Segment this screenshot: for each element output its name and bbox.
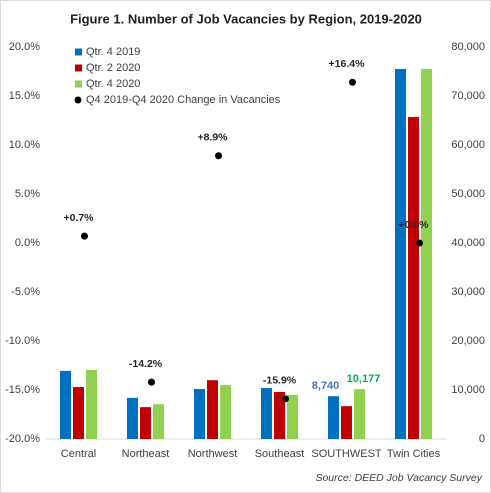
dot [282,395,289,403]
bar [220,385,231,439]
x-tick-label: Northeast [122,448,170,460]
legend-label: Qtr. 4 2020 [86,78,140,90]
dot-value-label: +8.9% [197,132,228,144]
bar [194,389,205,439]
bar [354,389,365,439]
y2-tick-label: 40,000 [451,237,485,249]
bar [261,388,272,439]
bar-value-label: 10,177 [347,373,381,385]
legend-swatch [74,96,82,104]
bar [287,394,298,439]
bar [207,380,218,439]
dot [81,232,88,240]
x-tick-label: Northwest [188,448,238,460]
bar [86,369,97,439]
y-tick-label: 20.0% [9,41,40,53]
y-tick-label: -20.0% [5,433,40,445]
bar [395,69,406,440]
legend-label: Q4 2019-Q4 2020 Change in Vacancies [86,94,281,106]
y2-tick-label: 70,000 [451,90,485,102]
bar-value-label: 8,740 [312,380,340,392]
bar [73,387,84,439]
y2-tick-label: 20,000 [451,335,485,347]
y2-tick-label: 50,000 [451,188,485,200]
y2-tick-label: 80,000 [451,41,485,53]
bar [421,69,432,440]
chart-title: Figure 1. Number of Job Vacancies by Reg… [70,11,422,26]
legend-swatch [75,64,82,72]
y-tick-label: 15.0% [9,90,40,102]
bar [341,406,352,439]
dot [215,152,222,160]
x-tick-label: Twin Cities [387,448,441,460]
bar [274,391,285,439]
legend-label: Qtr. 4 2019 [86,46,140,58]
legend-label: Qtr. 2 2020 [86,62,140,74]
bar [328,396,339,439]
x-tick-label: Southeast [255,448,305,460]
bar [153,404,164,439]
dot-value-label: +16.4% [329,58,366,70]
bar [60,370,71,439]
y2-tick-label: 60,000 [451,139,485,151]
y2-tick-label: 30,000 [451,286,485,298]
y-tick-label: -15.0% [5,384,40,396]
legend-swatch [75,80,82,88]
bar [408,117,419,439]
y-tick-label: 10.0% [9,139,40,151]
dot [416,239,423,247]
y2-tick-label: 10,000 [451,384,485,396]
x-tick-label: SOUTHWEST [311,448,382,460]
bar [127,397,138,439]
bar [140,407,151,439]
dot [148,378,155,386]
y-tick-label: 0.0% [15,237,40,249]
dot-value-label: -14.2% [129,358,163,370]
dot [349,78,356,86]
y-tick-label: -10.0% [5,335,40,347]
source-note: Source: DEED Job Vacancy Survey [315,472,482,484]
dot-value-label: +0.0% [398,219,429,231]
legend-swatch [75,48,82,56]
y-tick-label: 5.0% [15,188,40,200]
dot-value-label: +0.7% [63,212,94,224]
dot-value-label: -15.9% [263,375,297,387]
y-tick-label: -5.0% [11,286,40,298]
x-tick-label: Central [61,448,96,460]
y2-tick-label: 0 [479,433,485,445]
